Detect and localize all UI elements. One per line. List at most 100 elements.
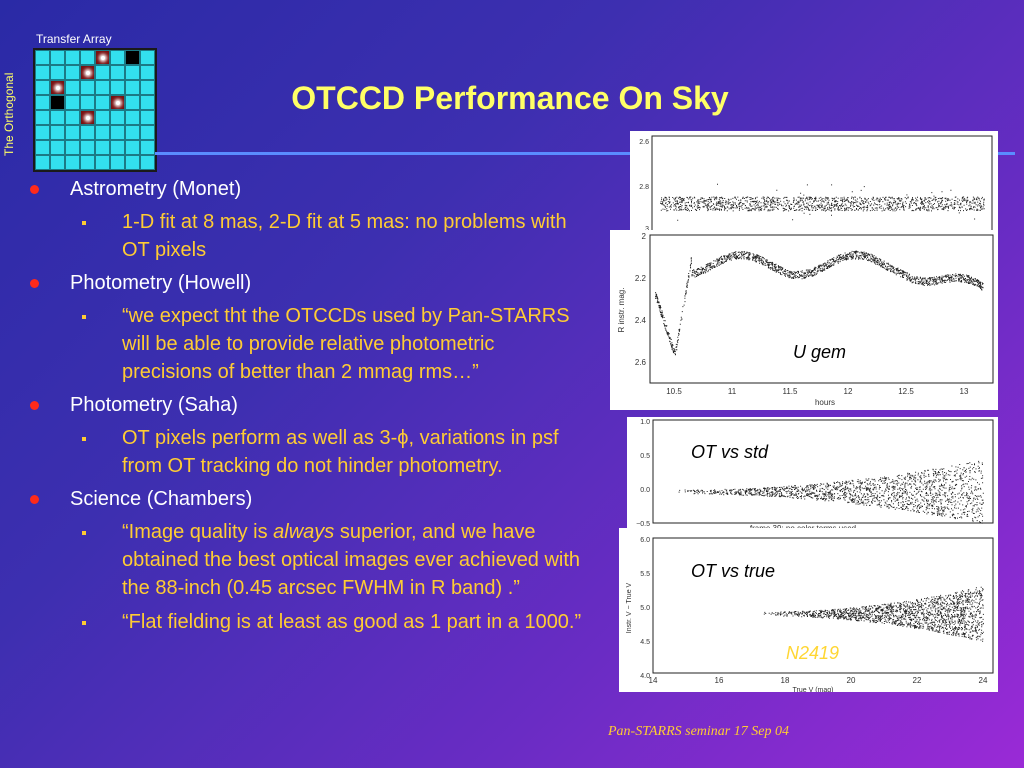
scatter-points — [678, 460, 984, 524]
sub-bullet-text: 1-D fit at 8 mas, 2-D fit at 5 mas: no p… — [122, 211, 567, 261]
ot-vs-std-svg: 1.00.50.0−0.5 frame 39: no color terms us… — [636, 419, 994, 533]
x-axis-label: True V (mag) — [793, 687, 834, 692]
y-tick-label: 2.2 — [635, 274, 647, 283]
y-tick-label: 2.8 — [639, 184, 649, 191]
grid-cell — [35, 50, 50, 65]
grid-cell — [35, 140, 50, 155]
grid-cell — [110, 50, 125, 65]
transfer-array-label: Transfer Array — [36, 32, 112, 46]
x-axis-label: hours — [815, 398, 835, 407]
grid-cell — [50, 65, 65, 80]
bullet-dot-icon — [30, 279, 39, 288]
grid-cell — [65, 50, 80, 65]
grid-cell — [95, 50, 110, 65]
sub-bullet-square-icon — [82, 315, 86, 319]
grid-cell — [65, 125, 80, 140]
sub-bullet-item: “we expect tht the OTCCDs used by Pan-ST… — [28, 302, 588, 386]
grid-cell — [95, 155, 110, 170]
y-tick-label: 5.5 — [640, 571, 650, 578]
u-gem-lightcurve-svg: 2 2.2 2.4 2.6 10.5 11 11.5 12 12.5 13 hours R instr… — [617, 232, 994, 407]
x-tick-label: 10.5 — [666, 387, 682, 396]
bullet-item: Science (Chambers) — [28, 486, 588, 512]
bullet-item: Photometry (Saha) — [28, 392, 588, 418]
sub-bullet-item: 1-D fit at 8 mas, 2-D fit at 5 mas: no p… — [28, 208, 588, 264]
grid-cell — [125, 155, 140, 170]
photometry-timeseries-plot: 2.6 2.8 3 — [630, 131, 998, 235]
grid-cell — [110, 95, 125, 110]
ot-vs-std-label: OT vs std — [691, 442, 769, 462]
grid-cell — [140, 65, 155, 80]
x-tick-label: 14 — [649, 676, 658, 685]
y-tick-label: 1.0 — [640, 419, 650, 426]
grid-cell — [50, 155, 65, 170]
x-tick-label: 16 — [715, 676, 724, 685]
ot-vs-true-label: OT vs true — [691, 561, 776, 581]
grid-cell — [65, 65, 80, 80]
title-divider — [155, 152, 1015, 155]
grid-cell — [80, 65, 95, 80]
bullet-text: Science (Chambers) — [70, 488, 253, 510]
plot-frame — [652, 419, 994, 524]
grid-cell — [125, 65, 140, 80]
grid-cell — [80, 110, 95, 125]
sub-bullet-square-icon — [82, 221, 86, 225]
y-tick-label: 2.6 — [635, 358, 647, 367]
grid-cell — [110, 125, 125, 140]
bullet-item: Astrometry (Monet) — [28, 176, 588, 202]
photometry-timeseries-svg: 2.6 2.8 3 — [639, 135, 993, 233]
footer-text: Pan-STARRS seminar 17 Sep 04 — [608, 724, 789, 739]
u-gem-lightcurve-plot: 2 2.2 2.4 2.6 10.5 11 11.5 12 12.5 13 hours R instr… — [610, 230, 998, 410]
grid-cell — [65, 95, 80, 110]
grid-cell — [35, 155, 50, 170]
y-axis-label: R instr. mag. — [617, 288, 626, 333]
bullet-text: Photometry (Saha) — [70, 394, 238, 416]
grid-cell — [95, 95, 110, 110]
sub-bullet-text: “we expect tht the OTCCDs used by Pan-ST… — [122, 305, 570, 383]
grid-cell — [140, 155, 155, 170]
sub-bullet-item: “Flat fielding is at least as good as 1 … — [28, 608, 588, 636]
scatter-points — [660, 183, 985, 221]
x-tick-label: 12 — [844, 387, 853, 396]
plot-frame — [651, 135, 993, 233]
grid-cell — [50, 125, 65, 140]
u-gem-label: U gem — [793, 342, 847, 362]
sub-bullet-square-icon — [82, 621, 86, 625]
lightcurve-points — [655, 250, 984, 356]
grid-cell — [95, 80, 110, 95]
grid-cell — [95, 110, 110, 125]
grid-cell — [140, 50, 155, 65]
slide-title: OTCCD Performance On Sky — [291, 80, 729, 116]
grid-cell — [125, 95, 140, 110]
y-axis-label: Instr. V − True V — [626, 582, 633, 633]
plot-frame — [652, 537, 994, 674]
sub-bullet-text: “Image quality is always superior, and w… — [122, 521, 581, 599]
grid-cell — [35, 95, 50, 110]
y-tick-label: 4.5 — [640, 639, 650, 646]
sub-bullet-item: OT pixels perform as well as 3-ϕ, variat… — [28, 424, 588, 480]
y-tick-label: 4.0 — [640, 673, 650, 680]
y-tick-label: −0.5 — [636, 521, 650, 528]
x-tick-label: 20 — [847, 676, 856, 685]
y-tick-label: 6.0 — [640, 537, 650, 544]
sub-bullet-square-icon — [82, 437, 86, 441]
scatter-points — [763, 586, 984, 642]
x-tick-label: 11.5 — [783, 387, 799, 396]
bullet-dot-icon — [30, 401, 39, 410]
bullet-dot-icon — [30, 185, 39, 194]
y-tick-label: 0.5 — [640, 453, 650, 460]
x-tick-label: 18 — [781, 676, 790, 685]
grid-cell — [80, 80, 95, 95]
grid-cell — [80, 125, 95, 140]
grid-cell — [125, 140, 140, 155]
bullet-text: Photometry (Howell) — [70, 272, 252, 294]
grid-cell — [50, 50, 65, 65]
sub-bullet-text: OT pixels perform as well as 3-ϕ, variat… — [122, 427, 559, 477]
y-tick-label: 2.4 — [635, 316, 647, 325]
y-tick-label: 3 — [645, 226, 649, 233]
sub-bullet-text: “Flat fielding is at least as good as 1 … — [122, 611, 582, 633]
y-tick-label: 0.0 — [640, 487, 650, 494]
n2419-label: N2419 — [786, 643, 840, 663]
grid-cell — [80, 50, 95, 65]
bullet-list: Astrometry (Monet) 1-D fit at 8 mas, 2-D … — [28, 176, 588, 642]
grid-cell — [125, 125, 140, 140]
